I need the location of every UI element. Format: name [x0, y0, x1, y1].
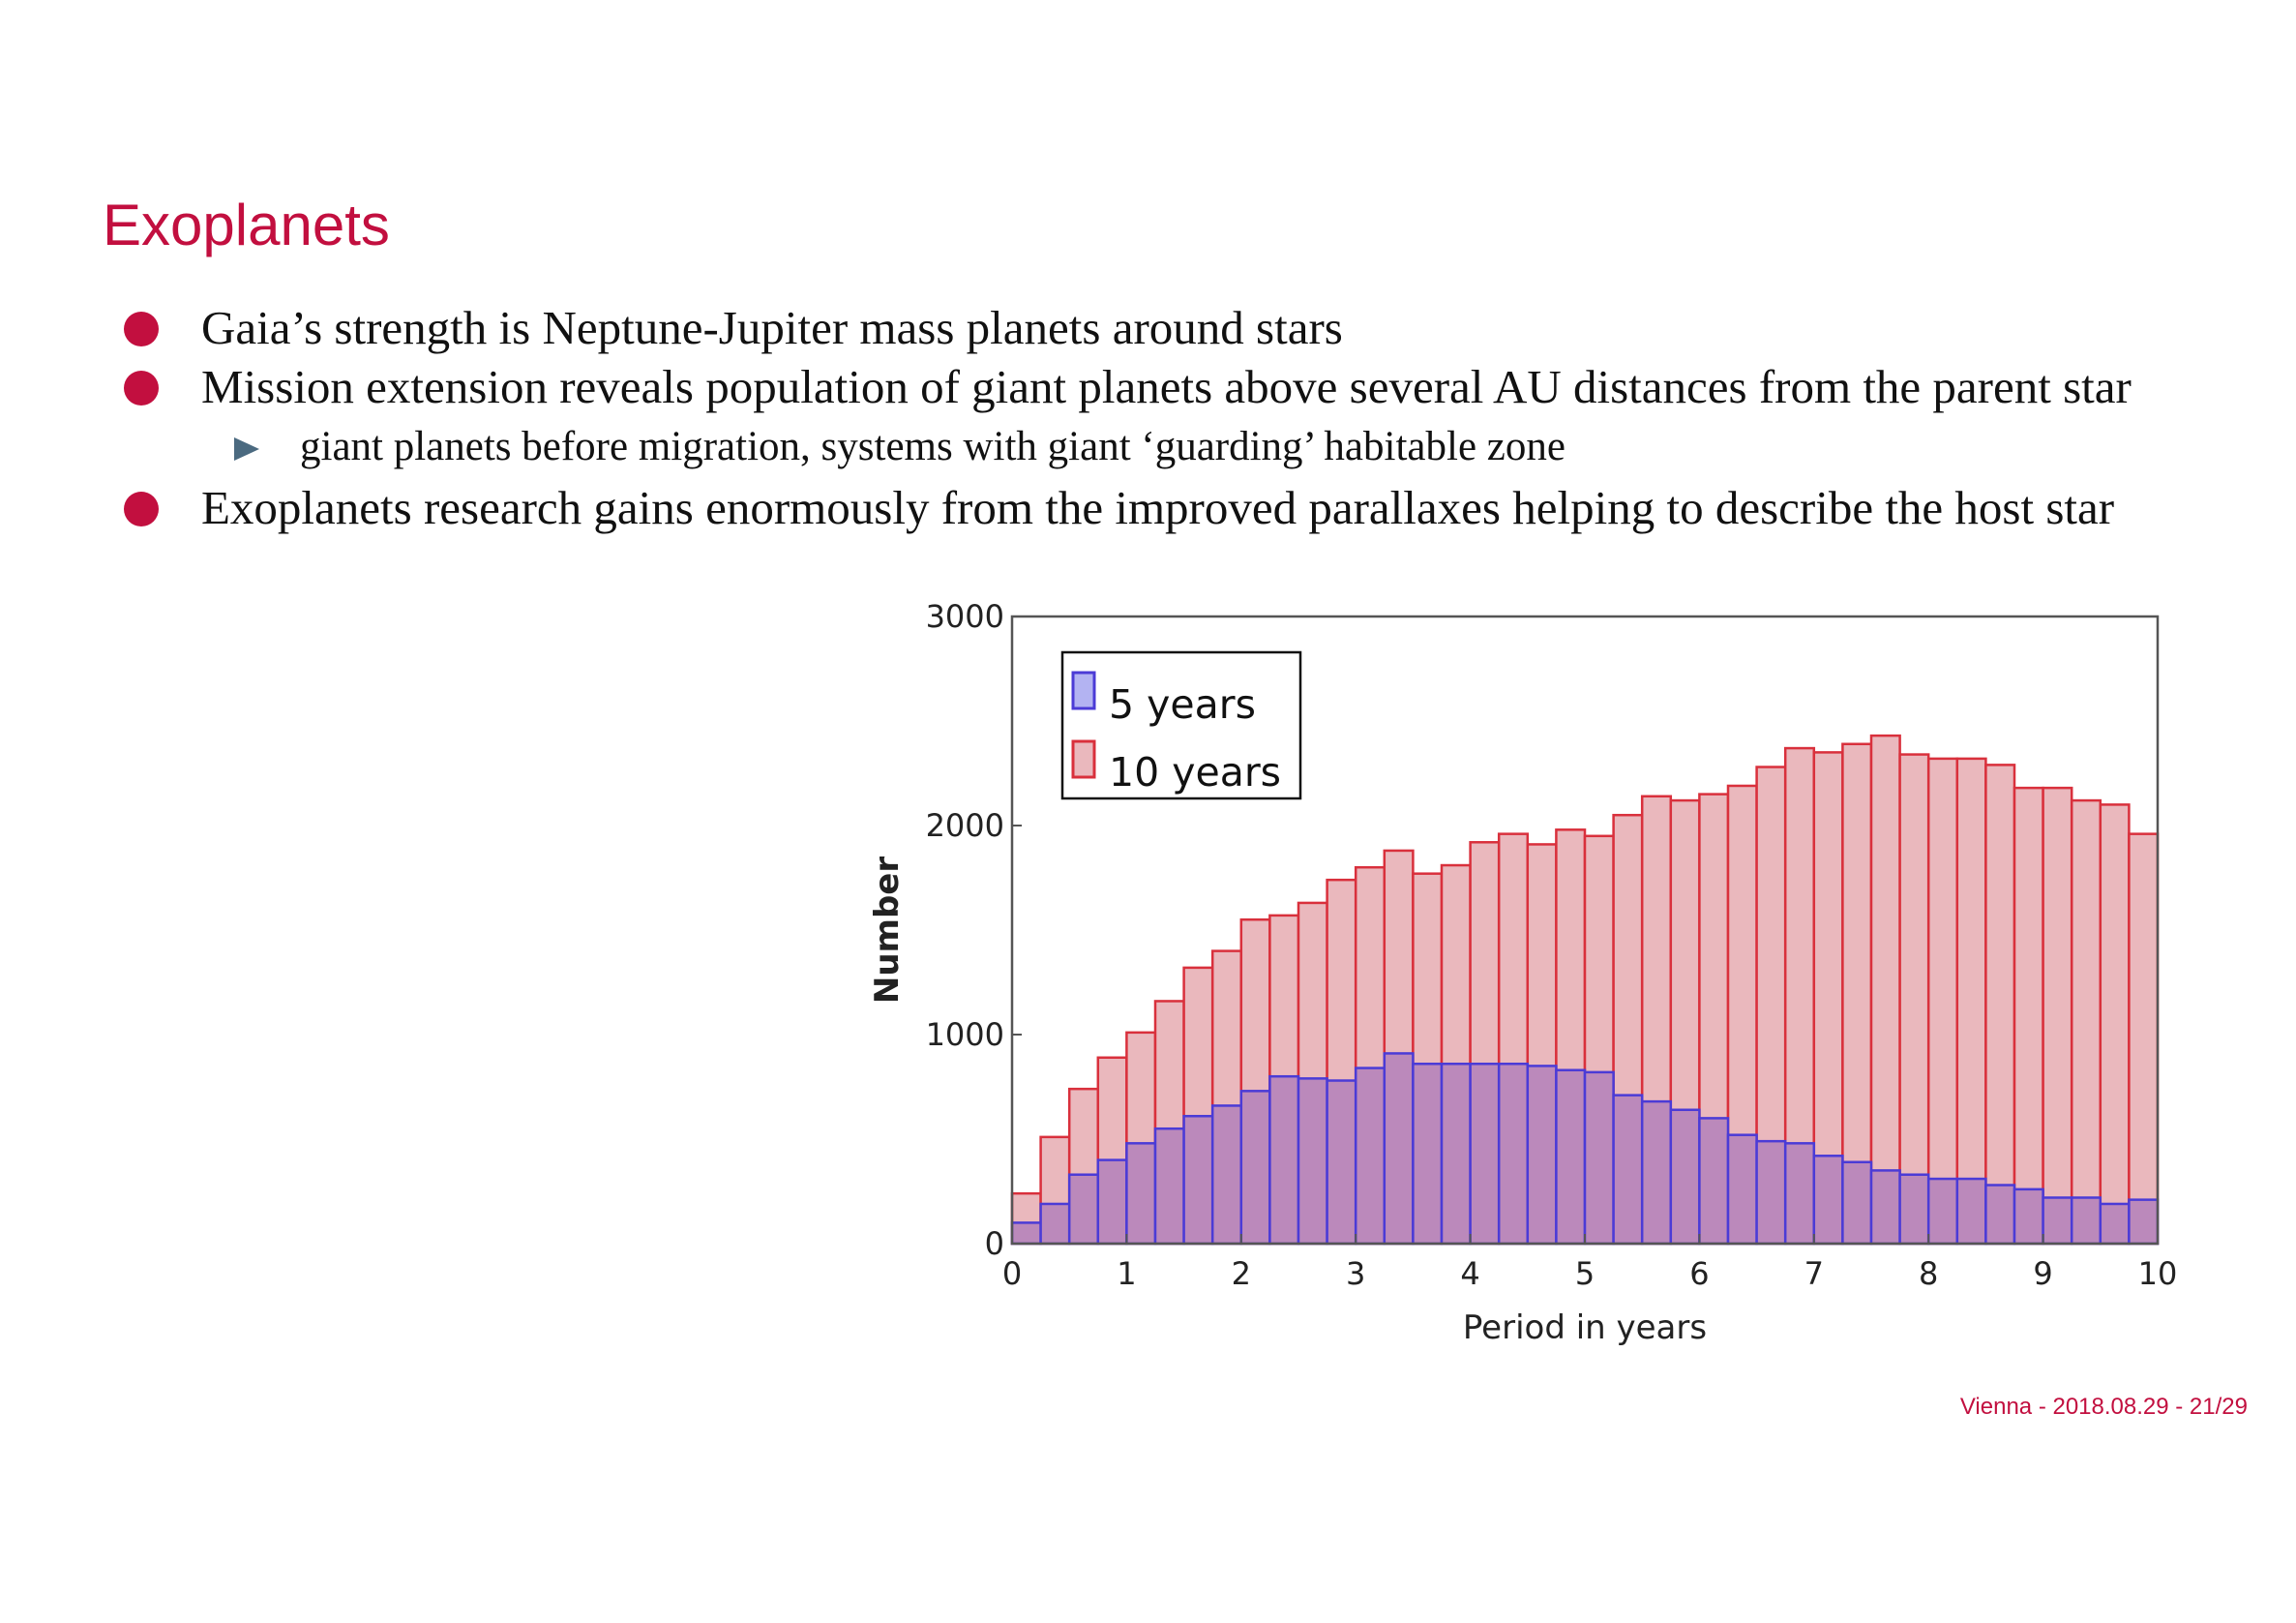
bar-5-years-30	[1869, 1169, 1901, 1246]
bar-5-years-19	[1555, 1068, 1587, 1246]
bar-5-years-37	[2070, 1196, 2102, 1246]
bar-5-years-35	[2013, 1187, 2044, 1246]
bar-5-years-7	[1210, 1104, 1243, 1246]
slide-title: Exoplanets	[103, 193, 390, 257]
legend-swatch-10-years	[1071, 739, 1096, 779]
x-tick-label: 9	[2033, 1255, 2052, 1292]
bar-5-years-5	[1153, 1127, 1185, 1246]
bar-5-years-16	[1469, 1062, 1501, 1246]
bar-5-years-36	[2042, 1196, 2073, 1246]
bar-5-years-28	[1812, 1155, 1844, 1246]
bullet-text: Exoplanets research gains enormously fro…	[201, 481, 2115, 534]
x-tick-label: 1	[1117, 1255, 1136, 1292]
x-tick-label: 0	[1002, 1255, 1022, 1292]
bar-5-years-4	[1125, 1142, 1157, 1246]
x-axis-ticks: 0 1 2 3 4 5 6 7 8 9 10	[1002, 1234, 2178, 1292]
bar-5-years-2	[1067, 1173, 1100, 1246]
bullet-text: Gaia’s strength is Neptune-Jupiter mass …	[201, 301, 1343, 354]
legend-swatch-5-years	[1071, 671, 1096, 710]
bar-5-years-11	[1326, 1079, 1357, 1246]
bar-5-years-0	[1010, 1221, 1042, 1246]
bar-5-years-26	[1755, 1139, 1787, 1246]
y-axis-ticks: 0 1000 2000 3000	[926, 598, 1022, 1262]
bar-5-years-14	[1412, 1062, 1444, 1246]
sub-bullet-triangle-icon	[234, 437, 259, 461]
bar-10-years-37	[2070, 798, 2102, 1246]
bar-5-years-21	[1612, 1094, 1644, 1246]
x-axis-label: Period in years	[1463, 1308, 1707, 1347]
y-axis-label: Number	[868, 857, 907, 1004]
bar-10-years-32	[1926, 757, 1959, 1246]
y-tick-label: 1000	[926, 1016, 1004, 1053]
legend: 5 years 10 years	[1060, 650, 1302, 800]
bar-5-years-29	[1841, 1160, 1873, 1246]
bar-5-years-39	[2128, 1198, 2160, 1246]
bar-5-years-9	[1268, 1074, 1300, 1246]
bullet-dot	[124, 492, 159, 526]
bar-10-years-36	[2042, 786, 2073, 1246]
bar-5-years-33	[1955, 1177, 1987, 1246]
bar-5-years-32	[1926, 1177, 1959, 1246]
x-tick-label: 8	[1919, 1255, 1938, 1292]
slide-footer: Vienna - 2018.08.29 - 21/29	[1959, 1394, 2248, 1420]
bullet-dot	[124, 312, 159, 346]
bullet-dot	[124, 371, 159, 406]
y-tick-label: 2000	[926, 807, 1004, 844]
bar-5-years-31	[1898, 1173, 1930, 1246]
legend-box	[1060, 650, 1302, 800]
bar-10-years-29	[1841, 742, 1873, 1246]
bar-5-years-20	[1583, 1070, 1615, 1246]
sub-bullet-text: giant planets before migration, systems …	[300, 424, 1565, 469]
bar-10-years-39	[2128, 832, 2160, 1246]
bar-5-years-15	[1440, 1062, 1472, 1246]
bar-5-years-22	[1640, 1099, 1673, 1246]
bar-10-years-35	[2013, 786, 2044, 1246]
y-tick-label: 0	[985, 1225, 1004, 1262]
y-tick-label: 3000	[926, 598, 1004, 635]
bar-5-years-12	[1354, 1067, 1387, 1246]
bar-10-years-38	[2099, 803, 2131, 1246]
bar-5-years-8	[1239, 1090, 1271, 1246]
x-tick-label: 6	[1689, 1255, 1709, 1292]
bar-5-years-17	[1497, 1062, 1530, 1246]
bar-10-years-34	[1984, 764, 2016, 1246]
bar-5-years-1	[1039, 1202, 1071, 1246]
legend-label-5-years: 5 years	[1109, 681, 1256, 728]
bar-5-years-24	[1698, 1117, 1730, 1246]
bar-5-years-27	[1783, 1142, 1816, 1246]
x-tick-label: 3	[1346, 1255, 1365, 1292]
bar-5-years-18	[1526, 1065, 1558, 1246]
x-tick-label: 10	[2138, 1255, 2178, 1292]
bar-5-years-34	[1984, 1184, 2016, 1246]
legend-label-10-years: 10 years	[1109, 749, 1281, 796]
bar-5-years-38	[2099, 1202, 2131, 1246]
bar-5-years-25	[1726, 1133, 1758, 1246]
x-tick-label: 5	[1575, 1255, 1595, 1292]
bar-10-years-31	[1898, 753, 1930, 1246]
bullet-text: Mission extension reveals population of …	[201, 360, 2132, 413]
x-tick-label: 7	[1804, 1255, 1824, 1292]
bar-10-years-30	[1869, 734, 1901, 1246]
bar-5-years-10	[1297, 1077, 1328, 1246]
bar-5-years-13	[1383, 1052, 1415, 1246]
bar-5-years-6	[1182, 1114, 1214, 1246]
bar-5-years-3	[1096, 1158, 1128, 1246]
x-tick-label: 2	[1232, 1255, 1251, 1292]
x-tick-label: 4	[1460, 1255, 1479, 1292]
bar-10-years-33	[1955, 757, 1987, 1246]
bar-5-years-23	[1669, 1108, 1701, 1246]
series-5-years	[1010, 1052, 2160, 1246]
